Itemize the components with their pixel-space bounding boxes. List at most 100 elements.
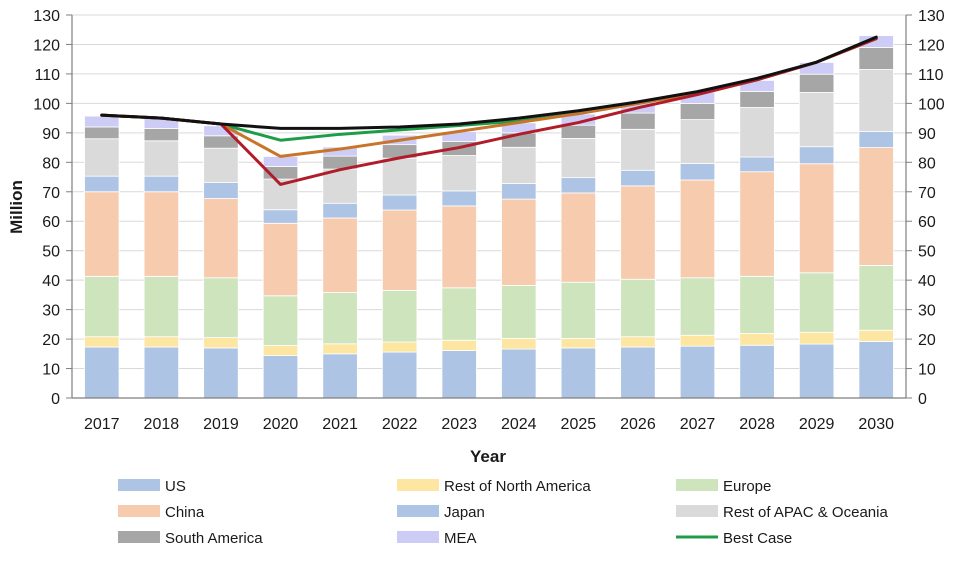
- bar-segment: [84, 336, 120, 348]
- bar-segment: [441, 205, 477, 289]
- bar-segment: [739, 91, 775, 108]
- bar-segment: [679, 119, 716, 164]
- bar-segment: [322, 343, 358, 355]
- bars: [84, 35, 894, 399]
- bar-segment: [441, 339, 477, 351]
- legend: US Rest of North America Europe China Japan R…: [118, 478, 888, 547]
- secondary-y-tick-label: 70: [918, 185, 936, 202]
- x-tick-label: 2027: [680, 416, 716, 433]
- bar-segment: [84, 115, 120, 128]
- x-tick-label: 2021: [322, 416, 358, 433]
- bar-segment: [798, 73, 835, 93]
- bar-segment: [84, 175, 120, 193]
- legend-swatch: [397, 531, 439, 543]
- legend-swatch: [676, 479, 718, 491]
- bar-segment: [560, 177, 597, 194]
- bar-segment: [560, 338, 597, 349]
- legend-label: Rest of APAC & Oceania: [723, 504, 888, 521]
- bar-segment: [381, 290, 418, 343]
- bar-segment: [858, 47, 894, 70]
- secondary-y-tick-label: 90: [918, 126, 936, 143]
- bar-segment: [501, 183, 537, 200]
- bar-segment: [501, 338, 537, 350]
- bar-segment: [84, 275, 120, 338]
- legend-label: Rest of North America: [444, 478, 591, 495]
- bar-segment: [679, 102, 716, 120]
- y-tick-label: 110: [34, 67, 60, 84]
- secondary-y-tick-label: 40: [918, 273, 936, 290]
- bar-segment: [143, 336, 180, 348]
- bar-segment: [858, 329, 894, 342]
- bar-segment: [84, 126, 120, 140]
- bar-segment: [203, 147, 239, 183]
- y-tick-label: 100: [33, 96, 60, 113]
- bar-segment: [620, 278, 656, 338]
- bar-segment: [262, 355, 299, 399]
- bar-segment: [798, 343, 835, 399]
- bar-segment: [143, 275, 180, 338]
- bar-segment: [143, 346, 180, 399]
- bar-segment: [203, 277, 239, 339]
- y-tick-label: 50: [42, 244, 60, 261]
- legend-label: Best Case: [723, 530, 792, 547]
- bar-segment: [739, 156, 775, 173]
- legend-swatch: [676, 505, 718, 517]
- x-tick-label: 2028: [739, 416, 775, 433]
- bar-segment: [322, 202, 358, 219]
- bar-segment: [739, 107, 775, 158]
- bar-segment: [381, 209, 418, 291]
- gridlines: [72, 14, 906, 370]
- bar-segment: [858, 69, 894, 132]
- bar-segment: [858, 147, 894, 266]
- tick-labels: 0102030405060708090100110120130010203040…: [33, 8, 945, 433]
- bar-segment: [679, 334, 716, 347]
- legend-swatch: [397, 479, 439, 491]
- bar-segment: [143, 140, 180, 177]
- bar-segment: [620, 336, 656, 348]
- bar-segment: [441, 190, 477, 207]
- bar-segment: [560, 124, 597, 139]
- bar-segment: [501, 198, 537, 286]
- bar-segment: [679, 179, 716, 279]
- legend-swatch: [118, 479, 160, 491]
- bar-segment: [262, 345, 299, 356]
- bar-segment: [262, 222, 299, 297]
- x-tick-label: 2019: [203, 416, 239, 433]
- y-tick-label: 130: [33, 8, 60, 25]
- bar-segment: [203, 181, 239, 199]
- bar-segment: [739, 333, 775, 346]
- x-tick-label: 2025: [561, 416, 597, 433]
- bar-segment: [262, 295, 299, 346]
- secondary-y-tick-label: 60: [918, 214, 936, 231]
- x-tick-label: 2017: [84, 416, 120, 433]
- legend-label: Japan: [444, 504, 485, 521]
- bar-segment: [798, 272, 835, 333]
- bar-segment: [143, 128, 180, 142]
- bar-segment: [620, 346, 656, 399]
- bar-segment: [84, 346, 120, 399]
- bar-segment: [322, 168, 358, 204]
- bar-segment: [143, 175, 180, 193]
- bar-segment: [620, 169, 656, 187]
- bar-segment: [203, 347, 239, 399]
- legend-swatch: [118, 505, 160, 517]
- bar-segment: [143, 191, 180, 277]
- bar-segment: [739, 344, 775, 399]
- y-tick-label: 90: [42, 126, 60, 143]
- y-tick-label: 20: [42, 332, 60, 349]
- bar-segment: [560, 347, 597, 399]
- secondary-y-tick-label: 130: [918, 8, 945, 25]
- secondary-y-tick-label: 0: [918, 391, 927, 408]
- bar-segment: [858, 265, 894, 331]
- legend-label: Europe: [723, 478, 771, 495]
- secondary-y-tick-label: 120: [918, 37, 945, 54]
- y-tick-label: 30: [42, 303, 60, 320]
- secondary-y-tick-label: 100: [918, 96, 945, 113]
- x-tick-label: 2030: [858, 416, 894, 433]
- bar-segment: [322, 217, 358, 293]
- y-tick-label: 60: [42, 214, 60, 231]
- secondary-y-tick-label: 30: [918, 303, 936, 320]
- y-tick-label: 40: [42, 273, 60, 290]
